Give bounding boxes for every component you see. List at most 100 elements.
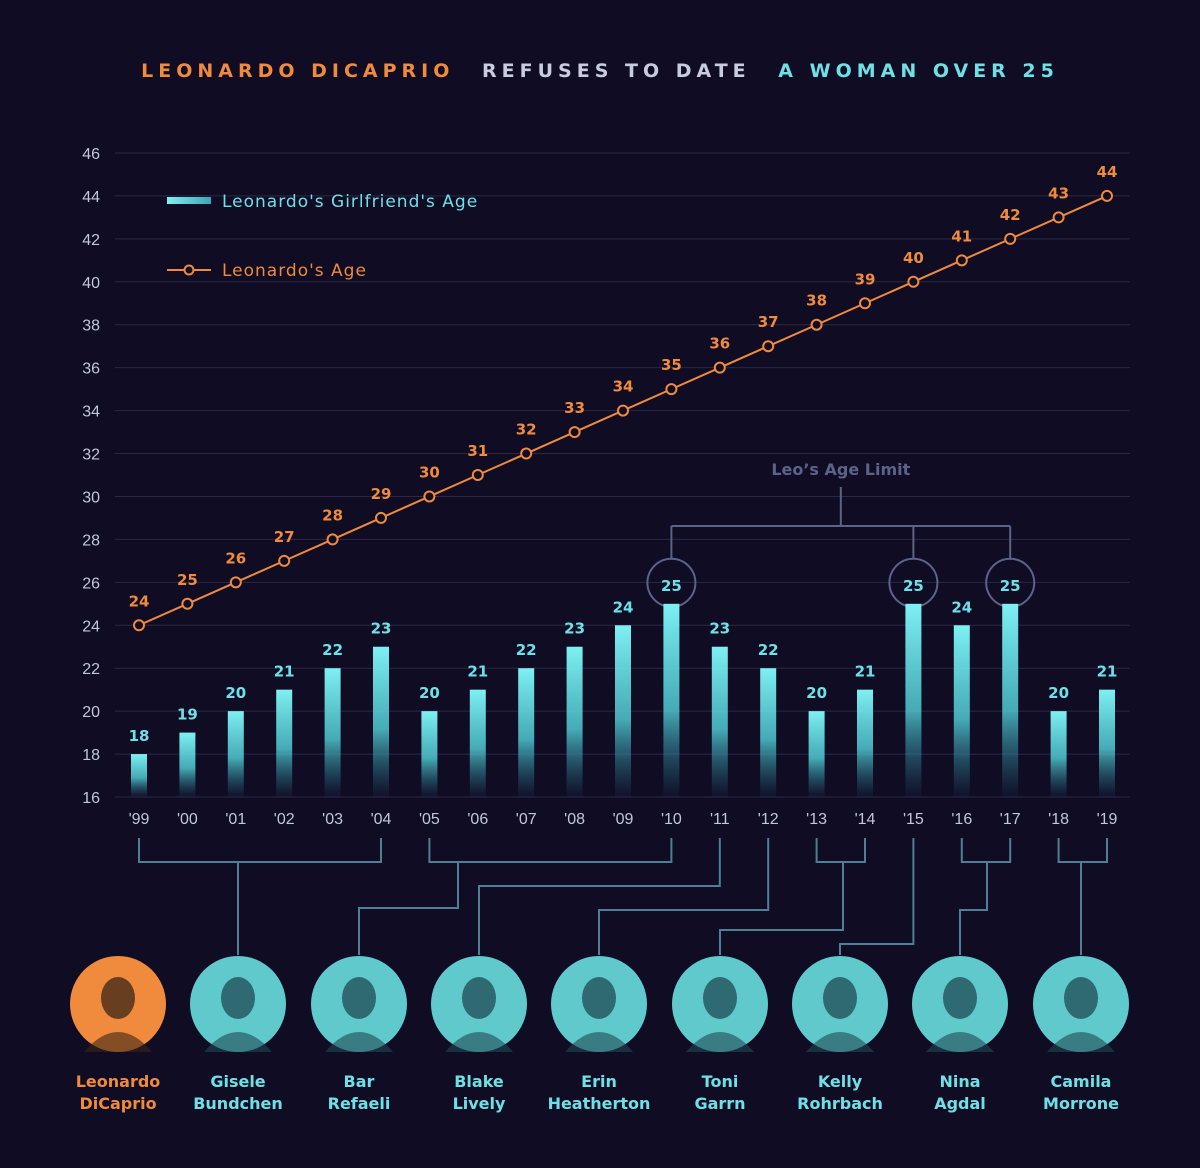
- person-last-name: Bundchen: [193, 1094, 283, 1113]
- age-limit-annotation: Leo’s Age Limit: [646, 460, 1036, 608]
- girlfriend-age-bar: [1050, 711, 1067, 797]
- portrait-head: [943, 977, 977, 1019]
- portrait-shoulders: [686, 1032, 754, 1052]
- year-bracket: [138, 838, 382, 863]
- person-first-name: Gisele: [210, 1072, 265, 1091]
- leo-age-label: 24: [129, 592, 150, 610]
- girlfriend-age-label: 25: [903, 577, 924, 595]
- y-tick-label: 22: [82, 661, 100, 678]
- x-tick-label: '02: [274, 811, 295, 828]
- y-tick-label: 30: [82, 489, 100, 506]
- portrait-head: [342, 977, 376, 1019]
- portrait-head: [703, 977, 737, 1019]
- girlfriend-age-label: 18: [129, 727, 150, 745]
- leo-age-point: [1052, 211, 1065, 224]
- leo-age-point: [181, 597, 194, 610]
- girlfriend-age-bar: [1099, 689, 1115, 797]
- portrait-head: [823, 977, 857, 1019]
- year-bracket: [428, 838, 673, 863]
- person-first-name: Erin: [581, 1072, 617, 1091]
- leo-age-point: [278, 554, 291, 567]
- girlfriend-age-label: 20: [225, 684, 246, 702]
- bracket-connector: [719, 862, 844, 955]
- leo-age-point: [133, 619, 145, 632]
- girlfriend-age-bar: [857, 689, 873, 797]
- leo-age-label: 43: [1048, 184, 1069, 202]
- y-tick-label: 42: [82, 232, 100, 249]
- girlfriend-age-label: 20: [1048, 684, 1069, 702]
- chart-title: LEONARDO DICAPRIO REFUSES TO DATE A WOMA…: [141, 60, 1059, 82]
- leo-age-label: 33: [564, 399, 585, 417]
- portrait-head: [462, 977, 496, 1019]
- title-part-3: A WOMAN OVER 25: [778, 60, 1059, 82]
- girlfriend-age-bar: [711, 646, 728, 797]
- person-last-name: Garrn: [694, 1094, 745, 1113]
- person-first-name: Kelly: [818, 1072, 863, 1091]
- leo-age-point: [1101, 189, 1113, 202]
- person-first-name: Leonardo: [76, 1072, 161, 1091]
- leo-age-point: [665, 383, 678, 396]
- year-bracket: [960, 838, 1012, 863]
- person-last-name: Agdal: [934, 1094, 986, 1113]
- portrait-shoulders: [445, 1032, 513, 1052]
- girlfriend-age-bar: [179, 732, 196, 797]
- portrait-head: [221, 977, 255, 1019]
- leo-age-label: 42: [1000, 206, 1021, 224]
- relationship-brackets: [138, 838, 1108, 955]
- portrait-shoulders: [325, 1032, 393, 1052]
- x-tick-label: '99: [129, 811, 150, 828]
- bracket-connector: [598, 838, 770, 955]
- person-first-name: Blake: [454, 1072, 504, 1091]
- x-tick-label: '08: [564, 811, 585, 828]
- portrait-camila: [1033, 956, 1129, 1052]
- girlfriend-age-bar: [808, 711, 825, 797]
- year-bracket: [1057, 838, 1108, 863]
- y-tick-label: 36: [82, 361, 100, 378]
- girlfriend-age-label: 20: [806, 684, 827, 702]
- portrait-shoulders: [806, 1032, 874, 1052]
- portrait-shoulders: [84, 1032, 152, 1052]
- person-last-name: Refaeli: [328, 1094, 391, 1113]
- x-tick-label: '16: [951, 811, 972, 828]
- leo-age-point: [471, 469, 484, 481]
- x-tick-label: '01: [225, 811, 246, 828]
- portrait-head: [101, 977, 135, 1019]
- x-tick-label: '17: [1000, 811, 1021, 828]
- person-last-name: Rohrbach: [797, 1094, 883, 1113]
- girlfriend-age-label: 21: [1097, 663, 1118, 681]
- person-last-name: Morrone: [1043, 1094, 1119, 1113]
- leo-age-point: [713, 361, 726, 374]
- girlfriend-age-bar: [276, 689, 293, 797]
- x-tick-label: '10: [661, 811, 682, 828]
- x-tick-label: '03: [322, 811, 343, 828]
- portrait-kelly: [792, 956, 888, 1052]
- x-tick-label: '15: [903, 811, 924, 828]
- x-tick-label: '13: [806, 811, 827, 828]
- leo-age-label: 34: [613, 378, 634, 396]
- bracket-connector: [839, 838, 915, 955]
- girlfriend-age-label: 23: [564, 620, 585, 638]
- portrait-head: [582, 977, 616, 1019]
- leo-age-point: [617, 404, 629, 417]
- y-tick-label: 46: [82, 146, 100, 163]
- x-tick-label: '11: [710, 811, 730, 828]
- person-last-name: DiCaprio: [79, 1094, 156, 1113]
- y-tick-label: 38: [82, 318, 100, 335]
- portrait-nina: [912, 956, 1008, 1052]
- y-tick-label: 18: [82, 747, 100, 764]
- girlfriend-age-label: 23: [371, 620, 392, 638]
- portrait-gisele: [190, 956, 286, 1052]
- y-tick-label: 20: [82, 704, 100, 721]
- x-tick-label: '05: [419, 811, 440, 828]
- person-first-name: Camila: [1051, 1072, 1112, 1091]
- portrait-head: [1064, 977, 1098, 1019]
- girlfriend-age-bar: [760, 668, 777, 797]
- leo-age-label: 37: [758, 313, 779, 331]
- leo-age-point: [326, 533, 339, 546]
- girlfriend-age-label: 19: [177, 706, 198, 724]
- age-limit-label: Leo’s Age Limit: [771, 460, 910, 479]
- y-tick-label: 40: [82, 275, 100, 292]
- girlfriend-age-bar: [615, 625, 631, 797]
- girlfriend-age-bar: [227, 711, 244, 797]
